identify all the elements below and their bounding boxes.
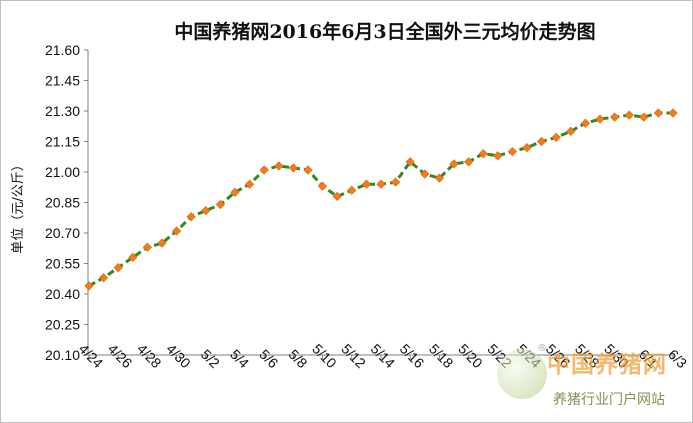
chart-title: 中国养猪网2016年6月3日全国外三元均价走势图 — [174, 20, 595, 43]
data-point — [215, 199, 226, 210]
data-point — [259, 165, 269, 175]
x-tick-label: 5/14 — [368, 341, 399, 372]
data-point — [551, 132, 561, 143]
data-point — [274, 161, 284, 171]
x-tick-label: 5/8 — [286, 346, 311, 371]
data-point — [347, 185, 357, 195]
data-point — [653, 108, 664, 118]
data-point — [522, 142, 532, 153]
data-point — [186, 212, 196, 222]
data-point — [157, 238, 167, 248]
data-point — [668, 108, 678, 118]
data-point — [536, 136, 547, 147]
y-tick-label: 20.55 — [45, 256, 80, 272]
y-tick-label: 21.30 — [45, 103, 80, 119]
y-axis-ticks: 20.10 20.25 20.40 20.55 20.70 20.85 21.00 21.15… — [45, 42, 88, 363]
x-tick-label: 5/30 — [601, 341, 632, 372]
x-tick-label: 5/10 — [309, 341, 340, 372]
x-tick-label: 5/16 — [397, 341, 428, 372]
data-point — [113, 262, 123, 273]
data-point — [98, 273, 109, 283]
x-tick-label: 5/18 — [426, 341, 457, 372]
data-point — [420, 169, 430, 179]
data-point — [288, 163, 299, 173]
x-tick-label: 5/6 — [256, 346, 281, 371]
data-point — [230, 187, 240, 197]
series-layer — [84, 108, 678, 291]
data-point — [580, 118, 591, 128]
x-tick-label: 5/24 — [514, 341, 545, 372]
y-tick-label: 20.40 — [45, 286, 80, 302]
x-tick-label: 4/28 — [134, 341, 165, 372]
data-point — [390, 177, 401, 187]
data-point — [639, 112, 649, 122]
x-axis-ticks: 4/244/264/284/30 5/2 5/4 5/6 5/85/105/125/14… — [76, 341, 691, 372]
x-tick-label: 5/26 — [543, 341, 574, 372]
x-tick-label: 4/24 — [76, 341, 107, 372]
data-point — [201, 206, 211, 216]
y-tick-label: 20.10 — [45, 347, 80, 363]
data-point — [449, 159, 459, 169]
x-tick-label: 5/22 — [484, 341, 515, 372]
data-point — [434, 173, 445, 183]
y-tick-label: 20.70 — [45, 225, 80, 241]
data-point — [463, 157, 474, 167]
x-tick-label: 4/30 — [163, 341, 194, 372]
data-point — [507, 147, 518, 157]
y-tick-label: 21.60 — [45, 42, 80, 58]
data-point — [609, 112, 620, 122]
y-tick-label: 21.45 — [45, 73, 80, 89]
data-point — [317, 181, 328, 191]
data-point — [624, 110, 634, 120]
y-tick-label: 20.85 — [45, 195, 80, 211]
x-tick-label: 4/26 — [105, 341, 136, 372]
data-point — [303, 165, 313, 175]
data-point — [478, 149, 488, 159]
data-point — [376, 179, 386, 189]
x-tick-label: 6/3 — [665, 346, 690, 371]
x-tick-label: 6/1 — [636, 346, 661, 371]
series-line — [88, 111, 673, 288]
x-tick-label: 5/20 — [455, 341, 486, 372]
data-point — [405, 157, 415, 167]
data-point — [595, 114, 605, 124]
data-point — [84, 281, 94, 291]
data-point — [142, 242, 153, 252]
data-point — [128, 252, 138, 263]
data-point — [361, 179, 372, 189]
data-point — [171, 226, 182, 236]
data-point — [332, 191, 342, 202]
x-tick-label: 5/12 — [338, 341, 369, 372]
data-point — [493, 151, 503, 161]
x-tick-label: 5/28 — [572, 341, 603, 372]
data-point — [244, 179, 255, 189]
x-tick-label: 5/2 — [198, 346, 223, 371]
y-tick-label: 20.25 — [45, 317, 80, 333]
x-tick-label: 5/4 — [227, 346, 252, 371]
data-point — [566, 126, 576, 136]
y-tick-label: 21.00 — [45, 164, 80, 180]
y-axis-label: 单位（元/公斤） — [11, 158, 26, 253]
y-tick-label: 21.15 — [45, 134, 80, 150]
